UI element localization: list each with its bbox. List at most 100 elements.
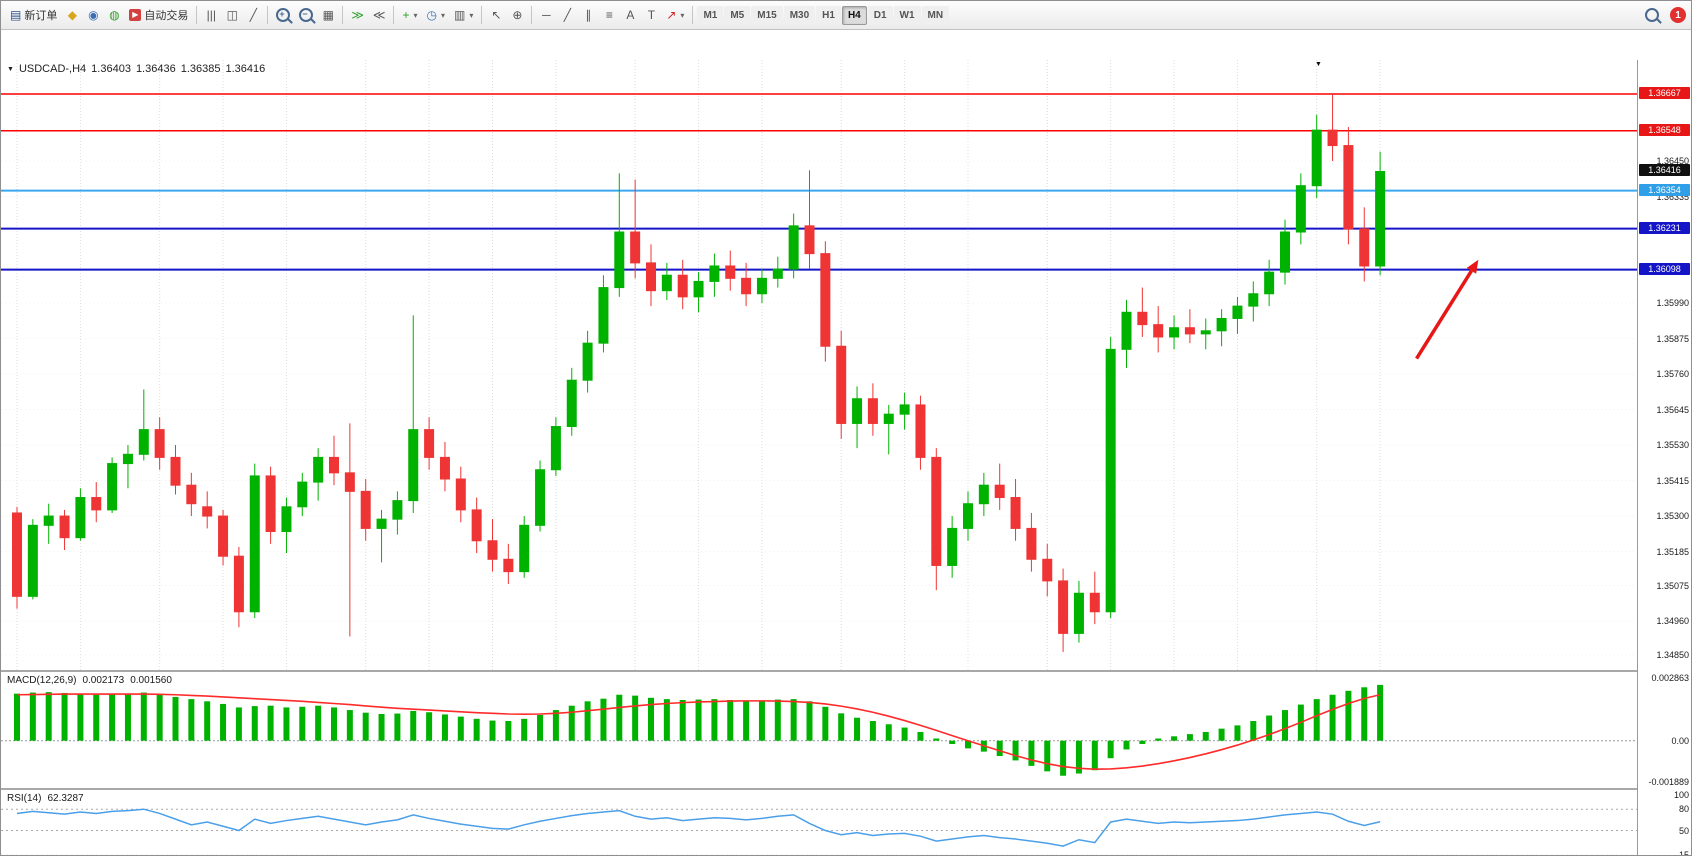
price-badge-cyan: 1.36354 <box>1639 183 1690 196</box>
periods-button[interactable]: ◷ ▾ <box>423 4 450 26</box>
timeframe-m1-button[interactable]: M1 <box>697 5 724 25</box>
toolbar-separator <box>393 6 395 24</box>
chart-shift-icon: ≪ <box>372 8 386 22</box>
autotrade-button[interactable]: ▶ 自动交易 <box>125 4 192 26</box>
rsi-line <box>16 808 1381 847</box>
auto-scroll-button[interactable]: ≫ <box>347 4 368 26</box>
macd-name: MACD(12,26,9) <box>7 675 77 686</box>
toolbar: ▤ 新订单 ◆ ◉ ◍ ▶ 自动交易 ||| ◫ ╱ + − <box>1 1 1691 30</box>
macd-value-main: 0.002173 <box>82 675 125 686</box>
crosshair-button[interactable]: ⊕ <box>507 4 527 26</box>
timeframe-m15-button[interactable]: M15 <box>751 5 783 25</box>
price-axis-label: 1.35990 <box>1656 298 1689 309</box>
new-order-icon: ▤ <box>10 8 22 22</box>
pane-divider-macd[interactable] <box>1 670 1691 672</box>
chart-high-value: 1.36436 <box>135 63 176 75</box>
line-chart-button[interactable]: ╱ <box>243 4 263 26</box>
macd-signal-line <box>16 693 1381 770</box>
timeframe-d1-button[interactable]: D1 <box>867 5 893 25</box>
price-badge-blue: 1.36098 <box>1639 262 1690 275</box>
text-label-button[interactable]: T <box>641 4 661 26</box>
timeframe-m30-button[interactable]: M30 <box>783 5 816 25</box>
price-axis-label: 1.34960 <box>1656 616 1689 627</box>
search-icon <box>1645 8 1659 22</box>
macd-pane-canvas[interactable] <box>1 672 1637 788</box>
arrows-tool-button[interactable]: ↗ ▾ <box>662 4 688 26</box>
toolbar-separator <box>267 6 269 24</box>
chart-shift-button[interactable]: ≪ <box>369 4 390 26</box>
pane-divider-rsi[interactable] <box>1 788 1691 790</box>
price-badge-red: 1.36667 <box>1639 87 1690 99</box>
market-icon: ◆ <box>67 8 77 22</box>
indicators-button[interactable]: + ▾ <box>398 4 421 26</box>
profile-button[interactable]: ◉ <box>83 4 103 26</box>
arrow-annotation[interactable] <box>1415 259 1479 360</box>
cursor-icon: ↖ <box>491 8 502 22</box>
channel-icon: ∥ <box>585 8 592 22</box>
level-lines[interactable] <box>1 93 1637 271</box>
templates-button[interactable]: ▥ ▾ <box>450 4 477 26</box>
rsi-axis-label: 15 <box>1678 850 1689 856</box>
toolbar-separator <box>481 6 483 24</box>
collapse-icon[interactable]: ▼ <box>7 65 14 73</box>
price-chart-canvas[interactable] <box>1 60 1637 670</box>
chart-corner-arrow-icon[interactable]: ▼ <box>1315 61 1322 68</box>
text-label-icon: T <box>647 8 656 22</box>
notification-badge[interactable]: 1 <box>1670 7 1686 23</box>
community-button[interactable]: ◍ <box>104 4 124 26</box>
new-order-button[interactable]: ▤ 新订单 <box>6 4 61 26</box>
macd-axis-label: 0.00 <box>1671 735 1689 746</box>
price-axis-label: 1.35875 <box>1656 333 1689 344</box>
timeframe-mn-button[interactable]: MN <box>921 5 950 25</box>
channel-button[interactable]: ∥ <box>578 4 598 26</box>
timeframe-h4-button[interactable]: H4 <box>841 5 867 25</box>
horizontal-line-button[interactable]: ─ <box>536 4 556 26</box>
macd-axis-label: 0.002863 <box>1651 673 1689 684</box>
macd-axis-label: -0.001889 <box>1648 777 1689 788</box>
search-button[interactable] <box>1641 4 1663 26</box>
chevron-down-icon: ▾ <box>440 10 445 20</box>
price-axis-label: 1.35075 <box>1656 580 1689 591</box>
price-axis-label: 1.36450 <box>1656 155 1689 166</box>
bar-chart-button[interactable]: ||| <box>201 4 221 26</box>
toolbar-separator <box>342 6 344 24</box>
price-axis-label: 1.35530 <box>1656 440 1689 451</box>
zoom-out-button[interactable]: − <box>295 4 317 26</box>
price-axis[interactable]: 1.36450 1.36335 1.35990 1.35875 1.35760 1.356… <box>1638 60 1691 856</box>
horizontal-line-icon: ─ <box>542 8 551 22</box>
fibonacci-button[interactable]: ≡ <box>599 4 619 26</box>
clock-icon: ◷ <box>426 8 437 22</box>
rsi-pane-canvas[interactable] <box>1 790 1637 856</box>
fibonacci-icon: ≡ <box>605 8 613 22</box>
cursor-button[interactable]: ↖ <box>486 4 506 26</box>
chart-title: ▼ USDCAD-,H4 1.36403 1.36436 1.36385 1.3… <box>7 63 265 75</box>
timeframe-m5-button[interactable]: M5 <box>724 5 751 25</box>
price-axis-label: 1.35300 <box>1656 511 1689 522</box>
trendline-button[interactable]: ╱ <box>557 4 577 26</box>
text-button[interactable]: A <box>620 4 640 26</box>
candlestick-icon: ◫ <box>226 8 239 22</box>
candlestick-button[interactable]: ◫ <box>222 4 242 26</box>
auto-scroll-icon: ≫ <box>351 8 364 22</box>
price-axis-label: 1.36335 <box>1656 191 1689 202</box>
candles-layer[interactable] <box>12 93 1386 652</box>
timeframe-h1-button[interactable]: H1 <box>816 5 841 25</box>
line-chart-icon: ╱ <box>249 8 257 22</box>
chart-window[interactable]: ▼ USDCAD-,H4 1.36403 1.36436 1.36385 1.3… <box>1 30 1691 856</box>
zoom-in-icon: + <box>276 8 291 22</box>
autotrade-icon: ▶ <box>129 9 142 21</box>
timeframe-w1-button[interactable]: W1 <box>893 5 921 25</box>
price-axis-label: 1.35185 <box>1656 546 1689 557</box>
chart-close-value: 1.36416 <box>225 63 266 75</box>
toolbar-separator <box>531 6 533 24</box>
indicators-icon: + <box>402 8 410 22</box>
new-order-label: 新订单 <box>24 10 58 22</box>
chart-symbol-period: USDCAD-,H4 <box>18 63 87 75</box>
rsi-label: RSI(14) 62.3287 <box>7 793 84 804</box>
market-button[interactable]: ◆ <box>62 4 82 26</box>
tile-windows-button[interactable]: ▦ <box>318 4 338 26</box>
price-axis-label: 1.35760 <box>1656 369 1689 380</box>
zoom-in-button[interactable]: + <box>272 4 294 26</box>
profile-icon: ◉ <box>88 8 99 22</box>
